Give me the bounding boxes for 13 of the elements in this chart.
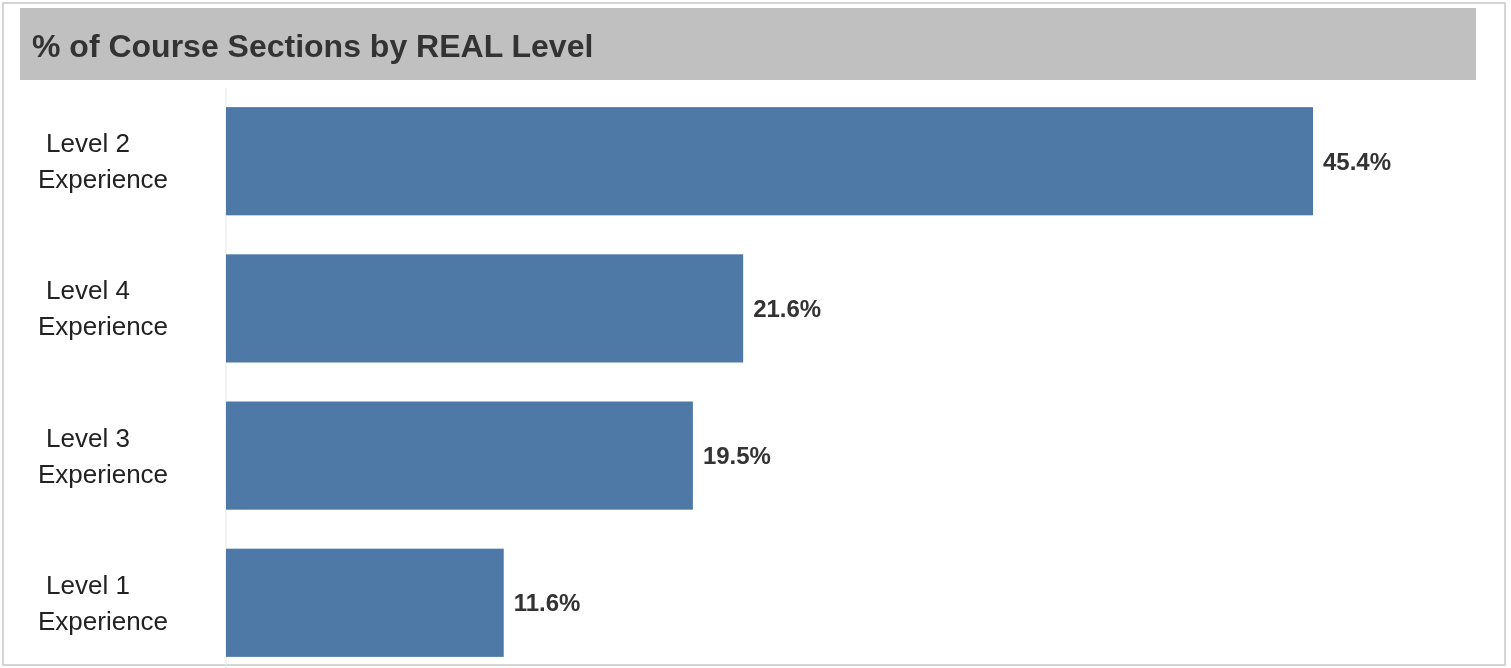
data-label: 11.6% — [513, 589, 581, 617]
bar — [226, 107, 1313, 216]
y-tick-label: Level 1 Experience — [38, 569, 169, 636]
data-label: 19.5% — [702, 442, 771, 470]
bar — [226, 401, 693, 510]
data-label: 21.6% — [753, 294, 822, 322]
y-tick-label: Level 4 Experience — [38, 275, 169, 342]
chart-title: % of Course Sections by REAL Level — [32, 28, 594, 64]
data-label: 45.4% — [1323, 147, 1392, 175]
y-tick-label: Level 2 Experience — [38, 128, 169, 195]
y-tick-label: Level 3 Experience — [38, 422, 169, 489]
bar — [226, 548, 504, 657]
bar — [226, 254, 744, 363]
